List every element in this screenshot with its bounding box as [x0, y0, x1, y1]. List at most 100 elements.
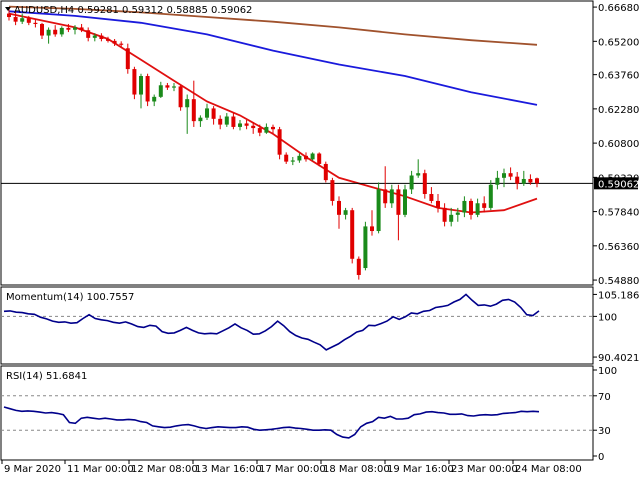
time-tick-label: 24 Mar 08:00	[515, 464, 582, 475]
price-tick-label: 0.54880	[598, 276, 639, 287]
candle-body	[112, 40, 117, 44]
candle	[521, 170, 526, 186]
candle-body	[224, 116, 229, 125]
candle-body	[244, 123, 249, 126]
candle-body	[403, 189, 407, 215]
collapse-triangle-icon[interactable]	[5, 7, 11, 11]
candle-body	[488, 184, 493, 208]
candle-body	[482, 203, 487, 208]
candle	[165, 82, 170, 90]
candle	[528, 174, 533, 185]
momentum-panel: Momentum(14) 100.7557 105.1863 100 90.4021	[0, 286, 640, 365]
rsi-tick-label: 30	[598, 426, 611, 437]
candle-body	[495, 177, 500, 185]
candle	[482, 196, 487, 213]
candle-body	[119, 43, 124, 45]
candle-body	[7, 13, 11, 18]
current-price-tag: 0.59062	[594, 177, 639, 190]
candle-body	[290, 160, 295, 162]
candle	[257, 124, 262, 137]
candle-body	[389, 189, 394, 204]
momentum-tick-label: 105.1863	[598, 290, 640, 301]
candle-body	[231, 116, 236, 127]
candle	[92, 33, 97, 42]
momentum-line	[3, 293, 540, 351]
candle	[495, 170, 500, 190]
candle-body	[528, 178, 533, 183]
candle-body	[66, 27, 71, 30]
candle	[442, 203, 447, 227]
candle	[139, 73, 143, 109]
candle-body	[198, 117, 203, 122]
candle-body	[73, 27, 77, 30]
candle	[462, 196, 467, 218]
candle-body	[13, 17, 18, 22]
candle-body	[449, 214, 454, 222]
candle-body	[158, 85, 163, 97]
candle	[224, 113, 229, 127]
candle	[363, 221, 368, 271]
candle	[33, 19, 38, 28]
candle	[231, 113, 236, 130]
candle	[449, 207, 454, 227]
symbol-header: AUDUSD,H4 0.59281 0.59312 0.58885 0.5906…	[14, 5, 252, 16]
time-tick-label: 13 Mar 16:00	[195, 464, 262, 475]
time-tick-label: 23 Mar 00:00	[451, 464, 518, 475]
candle	[73, 25, 77, 35]
candle	[488, 180, 493, 211]
candle	[99, 33, 104, 42]
candle-body	[46, 29, 51, 36]
rsi-line	[3, 406, 540, 439]
moving-average-ma_fast	[8, 12, 538, 214]
rsi-tick-label: 70	[598, 392, 611, 403]
candlesticks	[7, 8, 539, 280]
current-price-label: 0.59062	[598, 179, 639, 190]
candle-body	[191, 99, 196, 122]
rsi-grid	[1, 395, 593, 431]
candle-body	[462, 200, 467, 213]
candle	[244, 119, 249, 130]
price-tick-label: 0.60800	[598, 139, 639, 150]
candle-body	[297, 155, 302, 161]
candle-body	[33, 22, 38, 24]
candle-body	[317, 153, 322, 164]
candle	[297, 153, 302, 163]
candle	[112, 39, 117, 46]
candle-body	[139, 76, 143, 95]
candle-body	[409, 175, 414, 190]
candle-body	[343, 210, 348, 215]
candle-body	[59, 27, 64, 35]
candle	[284, 152, 289, 164]
price-axis: 0.666800.652000.637600.622800.608000.593…	[593, 3, 639, 287]
rsi-tick-label: 100	[598, 366, 617, 377]
candle	[429, 187, 434, 204]
candle	[396, 184, 401, 241]
candle	[323, 161, 328, 183]
candle-body	[370, 226, 374, 232]
candle-body	[469, 200, 473, 215]
candle-body	[53, 29, 58, 35]
candle-body	[376, 189, 381, 232]
candle	[370, 210, 374, 236]
candle-body	[363, 226, 368, 269]
price-tick-label: 0.63760	[598, 71, 639, 82]
candle-body	[535, 178, 539, 184]
rsi-panel: RSI(14) 51.6841 100 70 30 0	[0, 365, 617, 463]
candle-body	[508, 173, 513, 177]
candle	[86, 27, 91, 42]
candle	[7, 8, 11, 21]
candle	[238, 119, 242, 131]
candle	[218, 115, 223, 130]
candle-body	[436, 200, 440, 208]
candle-body	[79, 27, 84, 31]
current-price-tag-bg	[594, 177, 638, 190]
candle	[211, 106, 216, 125]
candle	[145, 73, 150, 107]
candle	[383, 166, 388, 208]
momentum-tick-label: 90.4021	[598, 353, 639, 364]
candle-body	[125, 48, 130, 70]
candle-body	[152, 96, 157, 102]
time-tick-label: 19 Mar 16:00	[387, 464, 454, 475]
candle-body	[106, 39, 110, 41]
